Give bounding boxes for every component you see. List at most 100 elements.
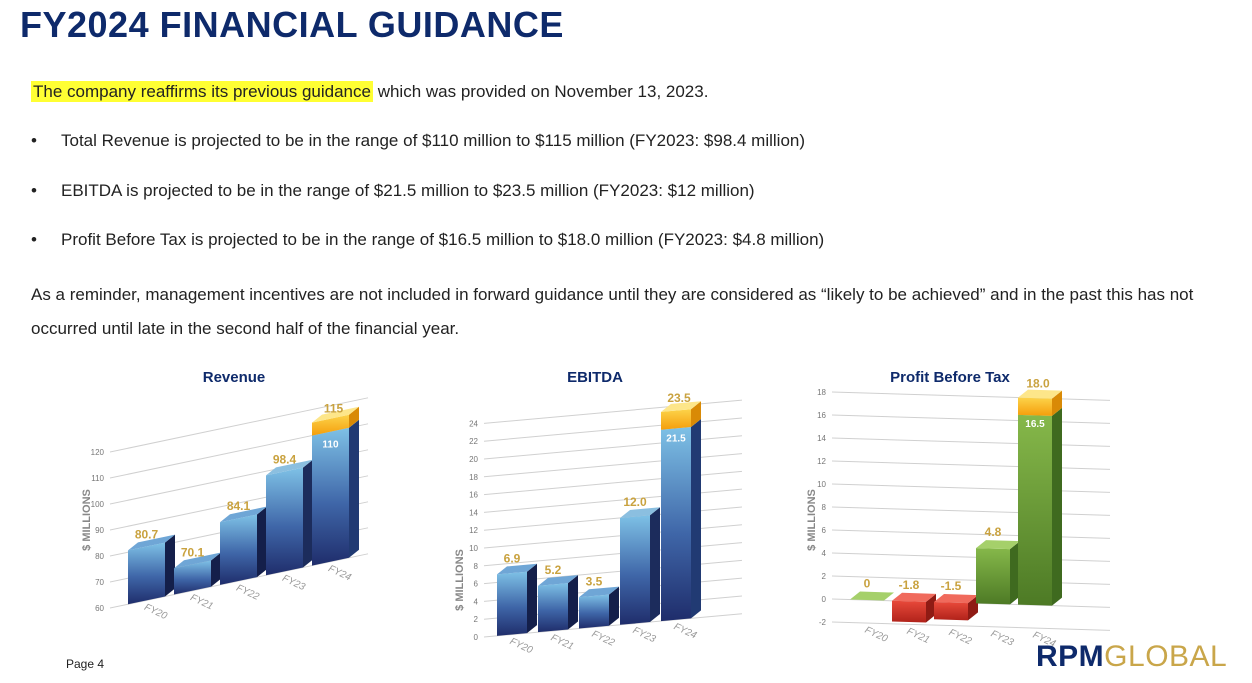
range-cap-side — [1052, 390, 1062, 416]
bar-top — [220, 506, 267, 523]
bar-top — [976, 540, 1020, 550]
bar-side — [568, 575, 578, 630]
bar-fy24: 115 110 — [312, 402, 359, 566]
y-axis-label: $ MILLIONS — [454, 549, 466, 611]
bar-top — [934, 594, 978, 604]
x-tick-label: FY21 — [188, 592, 214, 612]
x-tick-label: FY23 — [631, 625, 658, 645]
gridline — [483, 417, 743, 442]
value-label: 80.7 — [135, 527, 159, 541]
bullet-text: EBITDA is projected to be in the range o… — [61, 181, 755, 200]
y-tick-label: 2 — [822, 572, 827, 581]
x-tick-label: FY21 — [549, 632, 575, 652]
bar-side — [165, 534, 175, 597]
bar-top — [497, 563, 537, 575]
bar-front — [220, 514, 257, 585]
y-tick-label: 0 — [822, 595, 827, 604]
y-tick-label: 18 — [817, 388, 826, 397]
y-tick-label: 2 — [474, 615, 479, 624]
bullet-dot: • — [31, 181, 37, 200]
chart-2: Profit Before Tax -2 0 2 4 6 8 10 12 14 16 18 $ MILL… — [806, 369, 1111, 650]
gridline — [483, 435, 743, 460]
bar-top — [892, 592, 936, 602]
bar-top — [128, 534, 175, 551]
value-label: 98.4 — [273, 452, 297, 466]
y-tick-label: 8 — [822, 503, 827, 512]
gridline — [831, 575, 1111, 585]
gridline — [831, 483, 1111, 493]
bar-side — [926, 593, 936, 623]
company-logo: RPMGLOBAL — [1036, 640, 1227, 674]
gridline — [831, 460, 1111, 470]
bar-fy23: 4.8 — [976, 525, 1020, 605]
x-tick-label: FY22 — [234, 583, 261, 603]
bar-front — [128, 542, 165, 605]
gridline — [483, 470, 743, 496]
bullet-revenue: • Total Revenue is projected to be in the… — [31, 131, 805, 151]
bar-side — [968, 595, 978, 621]
y-tick-label: 14 — [817, 434, 826, 443]
bar-fy20: 6.9 — [497, 551, 537, 636]
y-tick-label: 22 — [469, 437, 478, 446]
bullet-ebitda: • EBITDA is projected to be in the range … — [31, 181, 755, 201]
bar-front — [538, 583, 568, 633]
bar-front — [266, 467, 303, 576]
bar-front — [620, 515, 650, 625]
x-tick-label: FY23 — [989, 629, 1016, 649]
reminder-paragraph: As a reminder, management incentives are… — [31, 285, 1194, 338]
bar-front — [579, 594, 609, 629]
y-tick-label: 100 — [91, 500, 105, 509]
bar-side — [609, 586, 619, 626]
bar-side — [349, 419, 359, 558]
bar-side — [257, 506, 267, 578]
bar-fy24: 18.0 16.5 — [1018, 377, 1062, 606]
bar-front — [661, 427, 691, 622]
gridline — [483, 524, 743, 549]
y-tick-label: 110 — [91, 474, 104, 483]
x-tick-label: FY24 — [672, 621, 699, 641]
gridline — [831, 621, 1111, 631]
value-label: 5.2 — [545, 563, 562, 577]
logo-rpm: RPM — [1036, 640, 1105, 673]
y-tick-label: 90 — [95, 526, 104, 535]
y-axis-label: $ MILLIONS — [806, 489, 818, 551]
y-tick-label: 4 — [474, 597, 479, 606]
y-tick-label: 16 — [817, 411, 826, 420]
y-tick-label: 6 — [822, 526, 827, 535]
page-title: FY2024 FINANCIAL GUIDANCE — [20, 4, 564, 45]
gridline — [831, 529, 1111, 539]
bar-top — [579, 586, 619, 598]
y-tick-label: 0 — [474, 633, 479, 642]
gridline — [831, 506, 1111, 516]
y-tick-label: 10 — [469, 544, 478, 553]
x-tick-label: FY20 — [142, 602, 169, 622]
gridline — [831, 437, 1111, 447]
value-label: 12.0 — [623, 495, 647, 509]
x-tick-label: FY22 — [947, 627, 974, 647]
y-tick-label: 18 — [469, 473, 478, 482]
bar-front — [312, 427, 349, 566]
bar-fy20: 0 — [850, 577, 894, 601]
gridline — [483, 488, 743, 513]
gridline — [483, 399, 743, 424]
y-tick-label: -2 — [819, 618, 827, 627]
x-tick-label: FY20 — [863, 625, 890, 645]
gridline — [831, 552, 1111, 562]
range-cap-side — [691, 401, 701, 428]
bar-fy22: -1.5 — [934, 579, 978, 621]
bar-front — [497, 571, 527, 636]
bar-top — [174, 552, 221, 569]
bar-fy20: 80.7 — [128, 527, 175, 605]
chart-title: Revenue — [203, 369, 266, 386]
value-label: 3.5 — [586, 574, 603, 588]
range-cap-top — [312, 406, 359, 423]
y-tick-label: 8 — [474, 562, 479, 571]
bar-side — [1010, 541, 1020, 605]
page-number: Page 4 — [66, 657, 105, 671]
y-tick-label: 14 — [469, 508, 478, 517]
bar-top — [850, 591, 894, 601]
bar-fy21: -1.8 — [892, 578, 936, 623]
bullet-dot: • — [31, 131, 37, 150]
